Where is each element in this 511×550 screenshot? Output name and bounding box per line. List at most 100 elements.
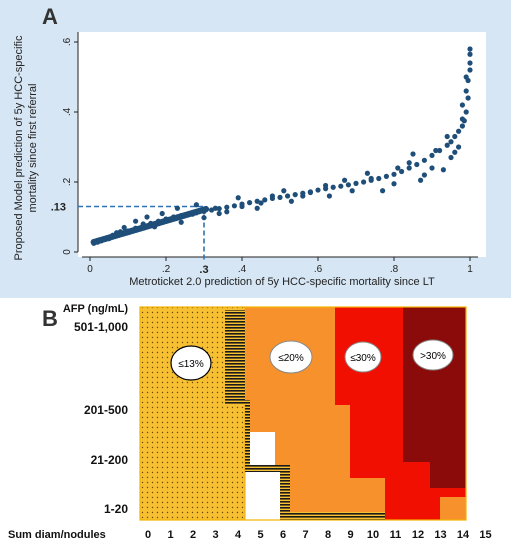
scatter-point — [262, 197, 268, 203]
b-x-tick-label: 15 — [479, 529, 491, 541]
b-x-tick-label: 12 — [412, 529, 424, 541]
scatter-point — [376, 175, 382, 182]
scatter-point — [269, 193, 275, 199]
panel-b: B ≤13% ≤20% — [8, 303, 492, 541]
scatter-point — [429, 165, 435, 171]
scatter-point — [178, 219, 184, 225]
scatter-point — [345, 182, 351, 188]
scatter-point — [212, 205, 218, 211]
afp-header: AFP (ng/mL) — [63, 303, 129, 315]
b-x-tick-label: 14 — [457, 529, 470, 541]
scatter-points — [90, 46, 473, 246]
y-tick-label: .2 — [62, 177, 73, 186]
x-tick-label: .8 — [390, 264, 399, 275]
panel-a-letter: A — [42, 4, 58, 29]
risk-label-gt30: >30% — [412, 339, 454, 371]
b-x-tick-label: 9 — [347, 529, 353, 541]
scatter-point — [277, 194, 283, 200]
x-tick-label: .2 — [162, 264, 171, 275]
scatter-point — [201, 215, 207, 221]
scatter-point — [349, 188, 355, 194]
scatter-point — [448, 154, 454, 161]
scatter-point — [281, 188, 287, 194]
scatter-point — [216, 210, 222, 217]
y-tick-label: .4 — [62, 107, 73, 116]
scatter-point — [338, 183, 344, 189]
scatter-point — [463, 74, 469, 80]
scatter-point — [133, 218, 139, 224]
x-axis-label: Metroticket 2.0 prediction of 5y HCC-spe… — [129, 276, 435, 288]
scatter-point — [254, 205, 260, 211]
scatter-point — [202, 205, 210, 213]
x-header: Sum diam/nodules — [8, 529, 106, 541]
scatter-point — [174, 205, 180, 211]
x-ticks: 0 .2 .4 .6 .8 1 — [87, 257, 473, 275]
scatter-point — [406, 165, 412, 171]
afp-row-201-500: 201-500 — [84, 403, 128, 417]
x-tick-label: .4 — [238, 264, 247, 275]
scatter-point — [459, 102, 465, 108]
scatter-point — [421, 172, 427, 178]
boundary-hatched-band — [225, 310, 385, 520]
svg-text:>30%: >30% — [420, 351, 446, 362]
scatter-point — [224, 204, 230, 210]
x-tick-label: 0 — [87, 264, 93, 275]
b-x-tick-label: 7 — [302, 529, 308, 541]
scatter-point — [429, 152, 435, 158]
b-x-tick-label: 11 — [390, 529, 402, 541]
reference-x-label: .3 — [199, 264, 208, 276]
scatter-point — [315, 187, 321, 193]
scatter-point — [448, 139, 454, 145]
risk-label-13: ≤13% — [170, 345, 212, 381]
scatter-point — [231, 203, 237, 209]
scatter-point — [247, 200, 253, 206]
svg-text:≤30%: ≤30% — [350, 353, 376, 364]
x-tick-label: 1 — [467, 264, 473, 275]
b-x-tick-label: 6 — [280, 529, 286, 541]
y-axis-label-line-1: Proposed Model prediction of 5y HCC-spec… — [13, 35, 25, 260]
svg-text:≤20%: ≤20% — [278, 353, 304, 364]
afp-row-21-200: 21-200 — [91, 453, 129, 467]
scatter-point — [459, 123, 465, 129]
y-tick-label: .6 — [62, 37, 73, 46]
scatter-point — [239, 203, 245, 210]
scatter-point — [399, 168, 405, 175]
scatter-point — [463, 109, 469, 115]
y-tick-label: 0 — [62, 249, 73, 255]
b-x-tick-label: 2 — [190, 529, 196, 541]
scatter-point — [421, 157, 427, 163]
risk-label-30: ≤30% — [344, 341, 382, 373]
b-x-tick-label: 3 — [212, 529, 218, 541]
scatter-point — [285, 193, 291, 199]
scatter-point — [383, 173, 389, 179]
reference-y-label: .13 — [51, 202, 66, 214]
scatter-point — [452, 133, 458, 140]
b-x-tick-label: 10 — [367, 529, 379, 541]
scatter-point — [467, 67, 473, 73]
scatter-point — [410, 151, 416, 157]
scatter-point — [467, 46, 473, 52]
grid-frame — [139, 306, 467, 521]
scatter-point — [433, 147, 439, 154]
scatter-point — [342, 177, 348, 183]
b-x-tick-label: 1 — [167, 529, 173, 541]
scatter-point — [159, 210, 165, 217]
scatter-point — [465, 95, 471, 101]
scatter-point — [300, 193, 306, 199]
b-x-tick-label: 4 — [235, 529, 242, 541]
b-x-tick-label: 13 — [434, 529, 446, 541]
b-x-tick-label: 0 — [145, 529, 151, 541]
scatter-point — [121, 224, 127, 231]
scatter-point — [391, 171, 397, 177]
afp-row-501-1000: 501-1,000 — [74, 320, 128, 334]
scatter-point — [193, 202, 199, 208]
svg-text:≤13%: ≤13% — [178, 359, 204, 370]
b-x-ticks: 0 1 2 3 4 5 6 7 8 9 10 11 12 13 14 15 — [145, 529, 492, 541]
scatter-point — [364, 170, 370, 176]
scatter-point — [258, 200, 264, 206]
risk-label-20: ≤20% — [269, 340, 313, 374]
scatter-point — [414, 161, 420, 168]
scatter-point — [406, 160, 412, 166]
scatter-point — [224, 209, 230, 215]
